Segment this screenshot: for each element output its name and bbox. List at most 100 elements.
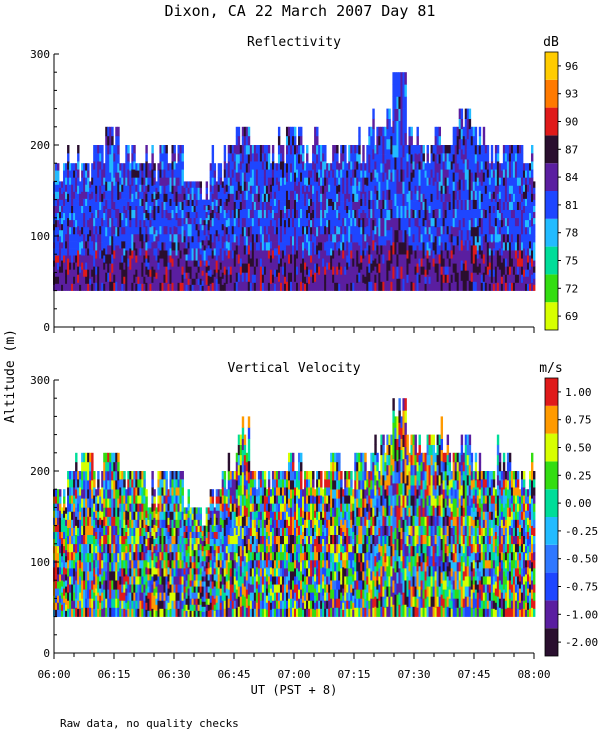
heatmap-cell: [440, 217, 444, 227]
heatmap-cell: [247, 226, 251, 237]
heatmap-cell: [330, 219, 333, 228]
heatmap-cell: [155, 187, 158, 194]
heatmap-cell: [75, 552, 78, 563]
heatmap-cell: [143, 226, 146, 235]
heatmap-cell: [456, 145, 460, 155]
heatmap-cell: [520, 274, 524, 283]
heatmap-cell: [155, 181, 158, 188]
heatmap-cell: [137, 212, 140, 221]
heatmap-cell: [512, 225, 516, 235]
heatmap-cell: [183, 223, 186, 231]
heatmap-cell: [141, 177, 144, 185]
heatmap-cell: [490, 225, 494, 235]
heatmap-cell: [452, 263, 456, 273]
heatmap-cell: [480, 201, 484, 211]
heatmap-cell: [83, 262, 86, 270]
heatmap-cell: [384, 208, 387, 219]
heatmap-cell: [500, 177, 504, 185]
heatmap-cell: [450, 266, 454, 275]
heatmap-cell: [468, 219, 472, 231]
heatmap-cell: [277, 217, 281, 228]
heatmap-cell: [195, 229, 198, 237]
heatmap-cell: [63, 283, 66, 291]
heatmap-cell: [189, 199, 192, 206]
heatmap-cell: [312, 225, 315, 235]
heatmap-cell: [336, 266, 339, 275]
heatmap-cell: [251, 153, 255, 162]
heatmap-cell: [438, 199, 442, 209]
heatmap-cell: [380, 135, 383, 146]
heatmap-cell: [304, 205, 307, 214]
heatmap-cell: [211, 225, 215, 235]
heatmap-cell: [123, 198, 126, 206]
heatmap-cell: [75, 525, 78, 535]
heatmap-cell: [366, 217, 369, 227]
heatmap-cell: [271, 177, 275, 186]
heatmap-cell: [406, 217, 409, 227]
heatmap-cell: [203, 204, 207, 211]
heatmap-cell: [522, 205, 526, 214]
heatmap-cell: [271, 153, 275, 162]
heatmap-cell: [251, 145, 255, 154]
heatmap-cell: [263, 209, 267, 219]
heatmap-cell: [179, 169, 182, 178]
heatmap-cell: [265, 274, 269, 283]
heatmap-cell: [109, 163, 112, 173]
heatmap-cell: [117, 135, 120, 146]
heatmap-cell: [133, 209, 136, 219]
heatmap-cell: [235, 272, 239, 282]
heatmap-cell: [310, 248, 313, 256]
heatmap-cell: [386, 240, 389, 251]
heatmap-cell: [510, 161, 514, 170]
heatmap-cell: [259, 242, 263, 251]
heatmap-cell: [247, 181, 251, 191]
heatmap-cell: [191, 248, 194, 255]
heatmap-cell: [69, 479, 72, 488]
heatmap-cell: [522, 198, 526, 206]
heatmap-cell: [476, 242, 480, 251]
heatmap-cell: [366, 153, 369, 162]
heatmap-cell: [105, 135, 108, 146]
heatmap-cell: [398, 278, 401, 291]
heatmap-cell: [99, 266, 102, 275]
heatmap-cell: [482, 217, 486, 228]
heatmap-cell: [255, 250, 259, 259]
heatmap-cell: [300, 245, 303, 255]
heatmap-cell: [350, 145, 353, 154]
heatmap-cell: [229, 217, 233, 227]
heatmap-cell: [292, 236, 295, 246]
heatmap-cell: [109, 281, 112, 291]
heatmap-cell: [65, 233, 68, 242]
heatmap-cell: [474, 145, 478, 155]
heatmap-cell: [528, 191, 532, 199]
heatmap-cell: [55, 581, 58, 589]
heatmap-cell: [408, 272, 411, 282]
heatmap-cell: [197, 260, 200, 267]
heatmap-cell: [314, 263, 317, 273]
heatmap-cell: [233, 161, 237, 170]
heatmap-cell: [298, 181, 301, 191]
heatmap-cell: [522, 276, 526, 284]
heatmap-cell: [249, 161, 253, 170]
heatmap-cell: [530, 185, 534, 194]
heatmap-cell: [476, 169, 480, 178]
heatmap-cell: [533, 199, 536, 206]
heatmap-cell: [97, 568, 100, 577]
heatmap-cell: [235, 145, 239, 155]
heatmap-cell: [151, 217, 154, 227]
heatmap-cell: [69, 543, 72, 553]
heatmap-cell: [390, 263, 393, 273]
heatmap-cell: [107, 480, 110, 490]
heatmap-cell: [446, 193, 450, 202]
heatmap-cell: [396, 132, 399, 146]
heatmap-cell: [223, 242, 227, 251]
heatmap-cell: [59, 503, 62, 511]
heatmap-cell: [107, 571, 110, 581]
heatmap-cell: [255, 169, 259, 178]
heatmap-cell: [87, 184, 90, 192]
heatmap-cell: [239, 185, 243, 194]
heatmap-cell: [67, 250, 70, 259]
heatmap-cell: [420, 169, 423, 178]
heatmap-cell: [139, 283, 142, 291]
heatmap-cell: [259, 266, 263, 275]
